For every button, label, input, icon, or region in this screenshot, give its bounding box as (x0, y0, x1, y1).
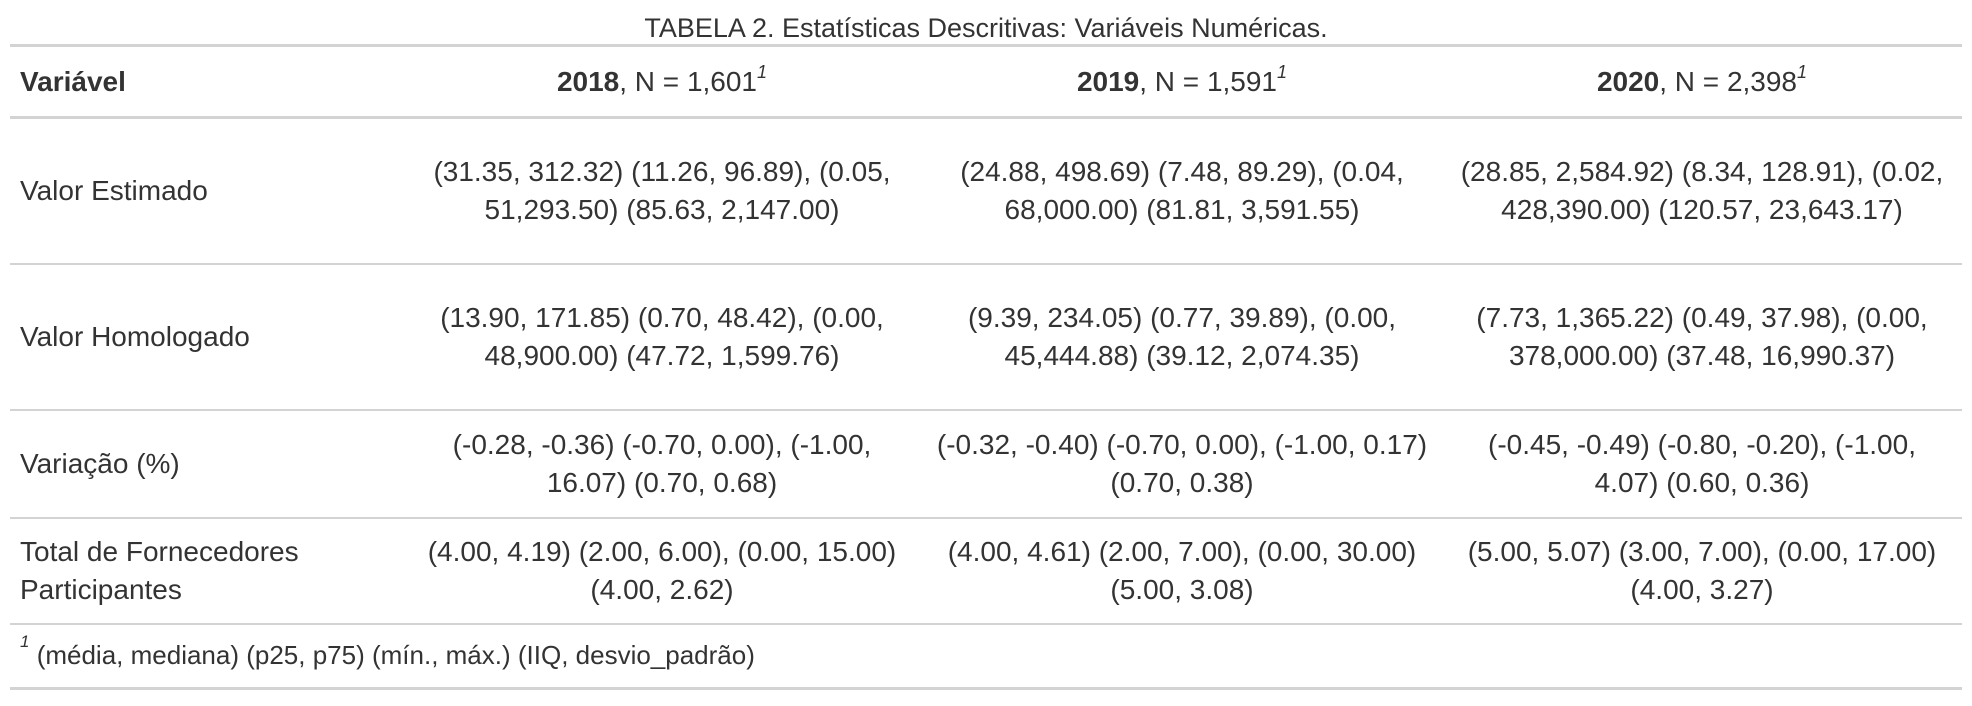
cell-2019: (24.88, 498.69) (7.48, 89.29), (0.04, 68… (922, 117, 1442, 265)
cell-2018: (-0.28, -0.36) (-0.70, 0.00), (-1.00, 16… (402, 409, 922, 519)
row-label: Valor Homologado (10, 263, 402, 411)
cell-2019: (4.00, 4.61) (2.00, 7.00), (0.00, 30.00)… (922, 517, 1442, 625)
cell-2020: (28.85, 2,584.92) (8.34, 128.91), (0.02,… (1442, 117, 1962, 265)
table-row: Valor Homologado (13.90, 171.85) (0.70, … (10, 263, 1962, 411)
header-year: 2020 (1596, 65, 1660, 97)
table-row: Valor Estimado (31.35, 312.32) (11.26, 9… (10, 117, 1962, 265)
cell-2019: (9.39, 234.05) (0.77, 39.89), (0.00, 45,… (922, 263, 1442, 411)
header-2018: 2018, N = 1,6011 (402, 45, 922, 119)
cell-2018: (31.35, 312.32) (11.26, 96.89), (0.05, 5… (402, 117, 922, 265)
header-n: , N = 1,601 (619, 65, 758, 97)
footnote-mark: 1 (1277, 61, 1288, 82)
cell-2019: (-0.32, -0.40) (-0.70, 0.00), (-1.00, 0.… (922, 409, 1442, 519)
footnote-mark: 1 (20, 632, 30, 651)
cell-2018: (13.90, 171.85) (0.70, 48.42), (0.00, 48… (402, 263, 922, 411)
footnote-mark: 1 (1797, 61, 1808, 82)
table-wrapper: TABELA 2. Estatísticas Descritivas: Vari… (10, 0, 1962, 690)
footnote: 1 (média, mediana) (p25, p75) (mín., máx… (10, 624, 1962, 689)
header-n: , N = 1,591 (1139, 65, 1278, 97)
header-year: 2018 (556, 65, 620, 97)
stats-table: Variável 2018, N = 1,6011 2019, N = 1,59… (10, 44, 1962, 690)
table-caption: TABELA 2. Estatísticas Descritivas: Vari… (644, 13, 1328, 43)
table-row: Total de Fornecedores Participantes (4.0… (10, 517, 1962, 625)
row-label: Valor Estimado (10, 117, 402, 265)
cell-2018: (4.00, 4.19) (2.00, 6.00), (0.00, 15.00)… (402, 517, 922, 625)
row-label: Variação (%) (10, 409, 402, 519)
header-2019: 2019, N = 1,5911 (922, 45, 1442, 119)
footnote-mark: 1 (757, 61, 768, 82)
header-2020: 2020, N = 2,3981 (1442, 45, 1962, 119)
header-variable: Variável (10, 45, 402, 119)
footnote-text: (média, mediana) (p25, p75) (mín., máx.)… (29, 640, 755, 670)
cell-2020: (-0.45, -0.49) (-0.80, -0.20), (-1.00, 4… (1442, 409, 1962, 519)
header-row: Variável 2018, N = 1,6011 2019, N = 1,59… (10, 45, 1962, 119)
row-label: Total de Fornecedores Participantes (10, 517, 402, 625)
table-row: Variação (%) (-0.28, -0.36) (-0.70, 0.00… (10, 409, 1962, 519)
header-year: 2019 (1076, 65, 1140, 97)
cell-2020: (7.73, 1,365.22) (0.49, 37.98), (0.00, 3… (1442, 263, 1962, 411)
cell-2020: (5.00, 5.07) (3.00, 7.00), (0.00, 17.00)… (1442, 517, 1962, 625)
header-n: , N = 2,398 (1659, 65, 1798, 97)
footnote-row: 1 (média, mediana) (p25, p75) (mín., máx… (10, 624, 1962, 689)
